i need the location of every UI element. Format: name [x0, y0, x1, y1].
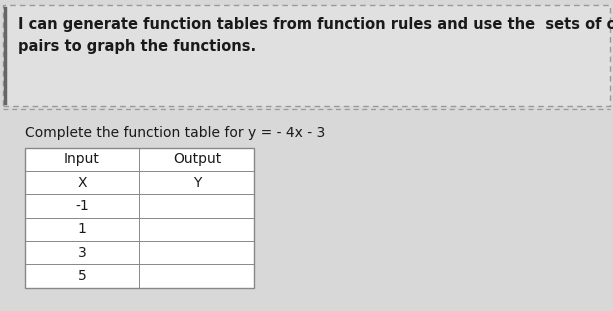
Text: 3: 3	[78, 246, 86, 260]
Text: X: X	[77, 176, 86, 190]
Text: Output: Output	[173, 152, 221, 166]
FancyBboxPatch shape	[25, 148, 254, 288]
Text: -1: -1	[75, 199, 89, 213]
Text: Input: Input	[64, 152, 100, 166]
Text: Complete the function table for y = - 4x - 3: Complete the function table for y = - 4x…	[25, 126, 325, 140]
Text: Y: Y	[192, 176, 201, 190]
FancyBboxPatch shape	[3, 5, 610, 106]
Text: 5: 5	[78, 269, 86, 283]
Text: I can generate function tables from function rules and use the  sets of ordered
: I can generate function tables from func…	[18, 17, 613, 54]
Text: 1: 1	[78, 222, 86, 236]
